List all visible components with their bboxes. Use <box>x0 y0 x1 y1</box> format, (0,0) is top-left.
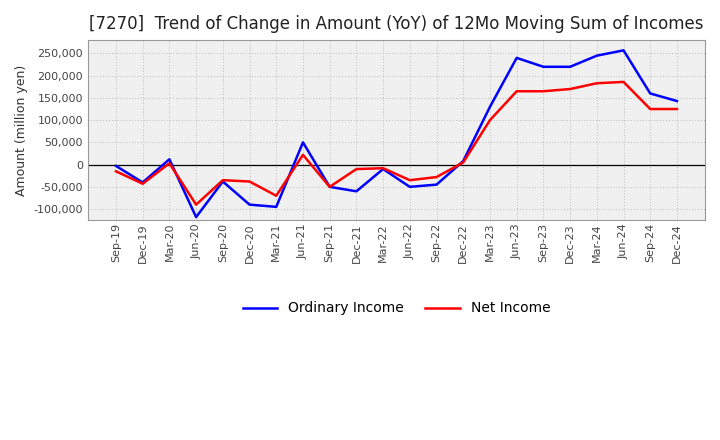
Net Income <box>672 106 681 112</box>
Ordinary Income <box>405 184 414 190</box>
Net Income <box>405 178 414 183</box>
Net Income <box>165 161 174 166</box>
Ordinary Income <box>325 184 334 190</box>
Net Income <box>566 86 575 92</box>
Net Income <box>246 179 254 184</box>
Net Income <box>352 166 361 172</box>
Title: [7270]  Trend of Change in Amount (YoY) of 12Mo Moving Sum of Incomes: [7270] Trend of Change in Amount (YoY) o… <box>89 15 703 33</box>
Ordinary Income <box>619 48 628 53</box>
Net Income <box>379 165 387 171</box>
Ordinary Income <box>299 140 307 145</box>
Ordinary Income <box>672 99 681 104</box>
Ordinary Income <box>112 163 120 169</box>
Ordinary Income <box>513 55 521 61</box>
Ordinary Income <box>539 64 548 70</box>
Net Income <box>299 152 307 158</box>
Ordinary Income <box>218 179 227 184</box>
Ordinary Income <box>432 182 441 187</box>
Legend: Ordinary Income, Net Income: Ordinary Income, Net Income <box>237 296 556 321</box>
Net Income <box>218 178 227 183</box>
Ordinary Income <box>352 189 361 194</box>
Ordinary Income <box>459 158 467 164</box>
Ordinary Income <box>192 214 200 220</box>
Net Income <box>325 184 334 190</box>
Net Income <box>593 81 601 86</box>
Ordinary Income <box>646 91 654 96</box>
Net Income <box>539 88 548 94</box>
Net Income <box>138 181 147 187</box>
Ordinary Income <box>485 104 494 110</box>
Net Income <box>272 193 281 198</box>
Net Income <box>112 169 120 174</box>
Ordinary Income <box>246 202 254 207</box>
Ordinary Income <box>593 53 601 59</box>
Ordinary Income <box>138 180 147 185</box>
Ordinary Income <box>272 204 281 209</box>
Line: Ordinary Income: Ordinary Income <box>116 50 677 217</box>
Line: Net Income: Net Income <box>116 82 677 205</box>
Ordinary Income <box>379 166 387 172</box>
Net Income <box>513 88 521 94</box>
Net Income <box>432 174 441 180</box>
Net Income <box>485 117 494 123</box>
Ordinary Income <box>566 64 575 70</box>
Ordinary Income <box>165 157 174 162</box>
Net Income <box>619 79 628 84</box>
Net Income <box>646 106 654 112</box>
Net Income <box>192 202 200 207</box>
Y-axis label: Amount (million yen): Amount (million yen) <box>15 65 28 196</box>
Net Income <box>459 160 467 165</box>
